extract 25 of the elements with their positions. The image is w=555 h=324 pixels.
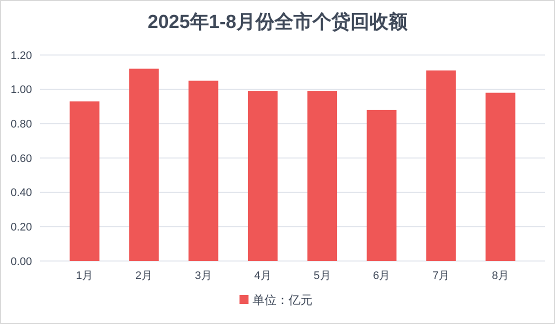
y-tick-label: 0.20 xyxy=(10,222,32,234)
bar xyxy=(307,91,338,261)
y-tick-label: 0.60 xyxy=(10,152,32,165)
bar xyxy=(366,110,396,261)
x-tick-label: 7月 xyxy=(432,270,450,282)
y-tick-label: 1.20 xyxy=(10,50,32,62)
bar xyxy=(70,101,100,261)
x-tick-label: 5月 xyxy=(314,270,331,282)
bar xyxy=(129,68,159,261)
chart-title: 2025年1-8月份全市个贷回收额 xyxy=(148,11,408,33)
y-tick-label: 0.40 xyxy=(10,187,32,200)
bar xyxy=(426,70,456,261)
bar xyxy=(486,92,516,261)
x-tick-label: 8月 xyxy=(492,270,510,282)
legend-label: 单位：亿元 xyxy=(252,293,312,307)
y-tick-label: 1.00 xyxy=(10,84,32,96)
x-tick-label: 2月 xyxy=(135,270,153,282)
x-tick-label: 6月 xyxy=(373,270,390,282)
x-tick-label: 3月 xyxy=(194,270,212,282)
bar xyxy=(188,80,218,261)
y-tick-label: 0.00 xyxy=(10,256,32,268)
y-tick-label: 0.80 xyxy=(10,118,32,131)
bar xyxy=(248,91,278,261)
x-tick-label: 4月 xyxy=(254,270,272,282)
x-tick-label: 1月 xyxy=(76,270,94,282)
